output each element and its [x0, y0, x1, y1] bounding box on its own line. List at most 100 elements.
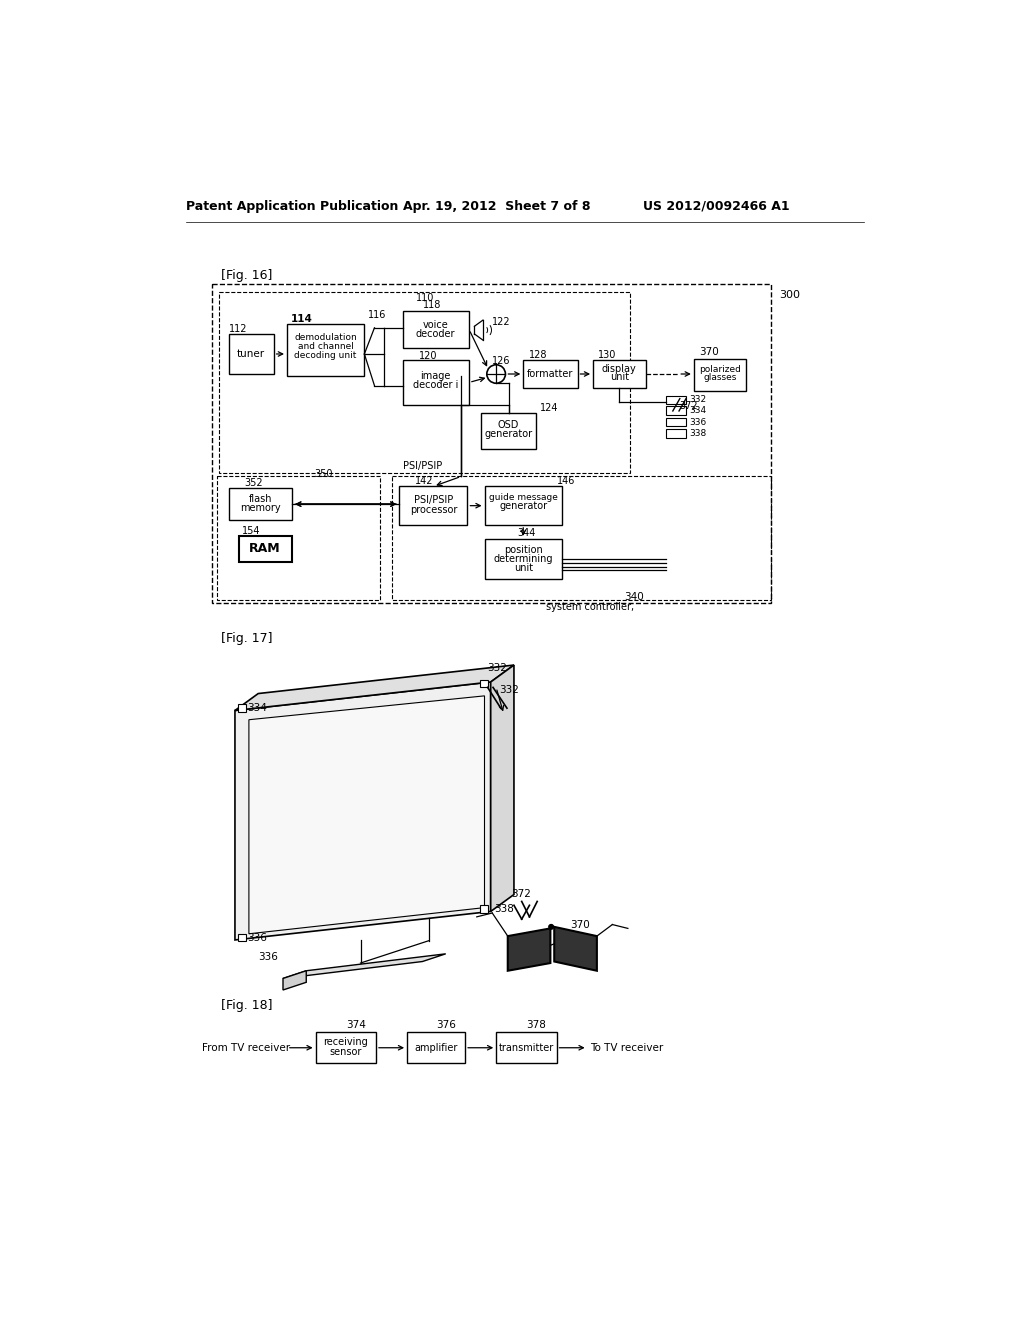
Polygon shape [508, 928, 550, 970]
Text: 118: 118 [423, 301, 441, 310]
Text: 334: 334 [689, 407, 707, 414]
Bar [219, 292, 630, 473]
Text: system controller,: system controller, [547, 602, 635, 611]
Text: [Fig. 17]: [Fig. 17] [221, 632, 272, 645]
Bar [228, 334, 273, 374]
Text: PSI/PSIP: PSI/PSIP [414, 495, 453, 506]
Text: generator: generator [484, 429, 532, 440]
Text: 336: 336 [248, 933, 267, 942]
Text: 374: 374 [346, 1019, 367, 1030]
Bar [484, 539, 562, 578]
Polygon shape [283, 954, 445, 978]
Text: 378: 378 [526, 1019, 546, 1030]
Text: determining: determining [494, 554, 553, 564]
Text: US 2012/0092466 A1: US 2012/0092466 A1 [643, 199, 790, 213]
Text: flash: flash [249, 494, 272, 504]
Text: From TV receiver: From TV receiver [202, 1043, 290, 1053]
Text: 142: 142 [415, 477, 433, 486]
Text: 344: 344 [517, 528, 536, 539]
Text: 154: 154 [242, 527, 260, 536]
Text: unit: unit [609, 372, 629, 381]
Bar [238, 705, 246, 711]
Text: decoding unit: decoding unit [295, 351, 356, 360]
Text: display: display [602, 363, 637, 374]
Text: polarized: polarized [699, 364, 741, 374]
Text: decoder i: decoder i [413, 380, 459, 389]
Text: 120: 120 [419, 351, 437, 360]
Text: 146: 146 [557, 477, 575, 486]
Bar [399, 487, 467, 525]
Bar [480, 412, 537, 449]
Text: 122: 122 [492, 317, 510, 326]
Text: 332: 332 [689, 395, 707, 404]
Text: 116: 116 [369, 310, 387, 321]
Text: PSI/PSIP: PSI/PSIP [403, 462, 442, 471]
Text: demodulation: demodulation [294, 333, 357, 342]
Text: amplifier: amplifier [414, 1043, 458, 1053]
Bar [523, 360, 578, 388]
Bar [666, 418, 686, 426]
Text: and channel: and channel [298, 342, 353, 351]
Text: 372: 372 [512, 888, 531, 899]
Text: RAM: RAM [250, 543, 281, 556]
Text: decoder: decoder [416, 329, 456, 339]
Text: 352: 352 [245, 478, 263, 487]
Bar [496, 1032, 557, 1063]
Bar [239, 536, 292, 562]
Text: 124: 124 [540, 403, 558, 413]
Text: processor: processor [410, 504, 457, 515]
Bar [693, 359, 746, 391]
Text: generator: generator [499, 502, 547, 511]
Bar [666, 407, 686, 414]
Text: tuner: tuner [238, 348, 265, 359]
Text: 372: 372 [680, 401, 698, 412]
Bar [480, 906, 487, 913]
Text: Patent Application Publication: Patent Application Publication [186, 199, 398, 213]
Text: 112: 112 [228, 323, 247, 334]
Polygon shape [490, 665, 514, 911]
Circle shape [549, 924, 554, 929]
Bar [407, 1032, 465, 1063]
Bar [484, 487, 562, 525]
Bar [228, 488, 292, 520]
Text: 350: 350 [314, 469, 333, 479]
Bar [666, 429, 686, 438]
Text: 336: 336 [689, 417, 707, 426]
Text: position: position [504, 545, 543, 554]
Text: [Fig. 16]: [Fig. 16] [221, 269, 272, 282]
Text: OSD: OSD [498, 420, 519, 430]
Text: 332: 332 [487, 663, 508, 673]
Text: 126: 126 [493, 356, 511, 366]
Polygon shape [283, 970, 306, 990]
Bar [593, 360, 646, 388]
Polygon shape [234, 682, 490, 940]
Text: 336: 336 [258, 952, 279, 962]
Text: image: image [421, 371, 451, 380]
Bar [403, 312, 469, 348]
Text: guide message: guide message [488, 492, 558, 502]
Bar [666, 396, 686, 404]
Text: 340: 340 [624, 593, 644, 602]
Text: To TV receiver: To TV receiver [590, 1043, 664, 1053]
Text: Apr. 19, 2012  Sheet 7 of 8: Apr. 19, 2012 Sheet 7 of 8 [403, 199, 591, 213]
Bar [217, 477, 380, 599]
Bar [480, 680, 487, 688]
Bar [287, 323, 365, 376]
Bar [315, 1032, 376, 1063]
Bar [403, 360, 469, 405]
Text: [Fig. 18]: [Fig. 18] [221, 999, 272, 1012]
Text: sensor: sensor [330, 1047, 361, 1057]
Text: 338: 338 [689, 429, 707, 438]
Text: 338: 338 [494, 904, 514, 915]
Text: formatter: formatter [527, 370, 573, 379]
Text: 130: 130 [598, 350, 616, 360]
Text: 114: 114 [291, 314, 312, 323]
Bar [238, 933, 246, 941]
Bar [391, 477, 771, 599]
Text: transmitter: transmitter [499, 1043, 554, 1053]
Text: 334: 334 [248, 704, 267, 713]
Text: 370: 370 [699, 347, 719, 358]
Polygon shape [249, 696, 484, 933]
Text: 128: 128 [529, 350, 548, 360]
Text: 110: 110 [417, 293, 434, 302]
